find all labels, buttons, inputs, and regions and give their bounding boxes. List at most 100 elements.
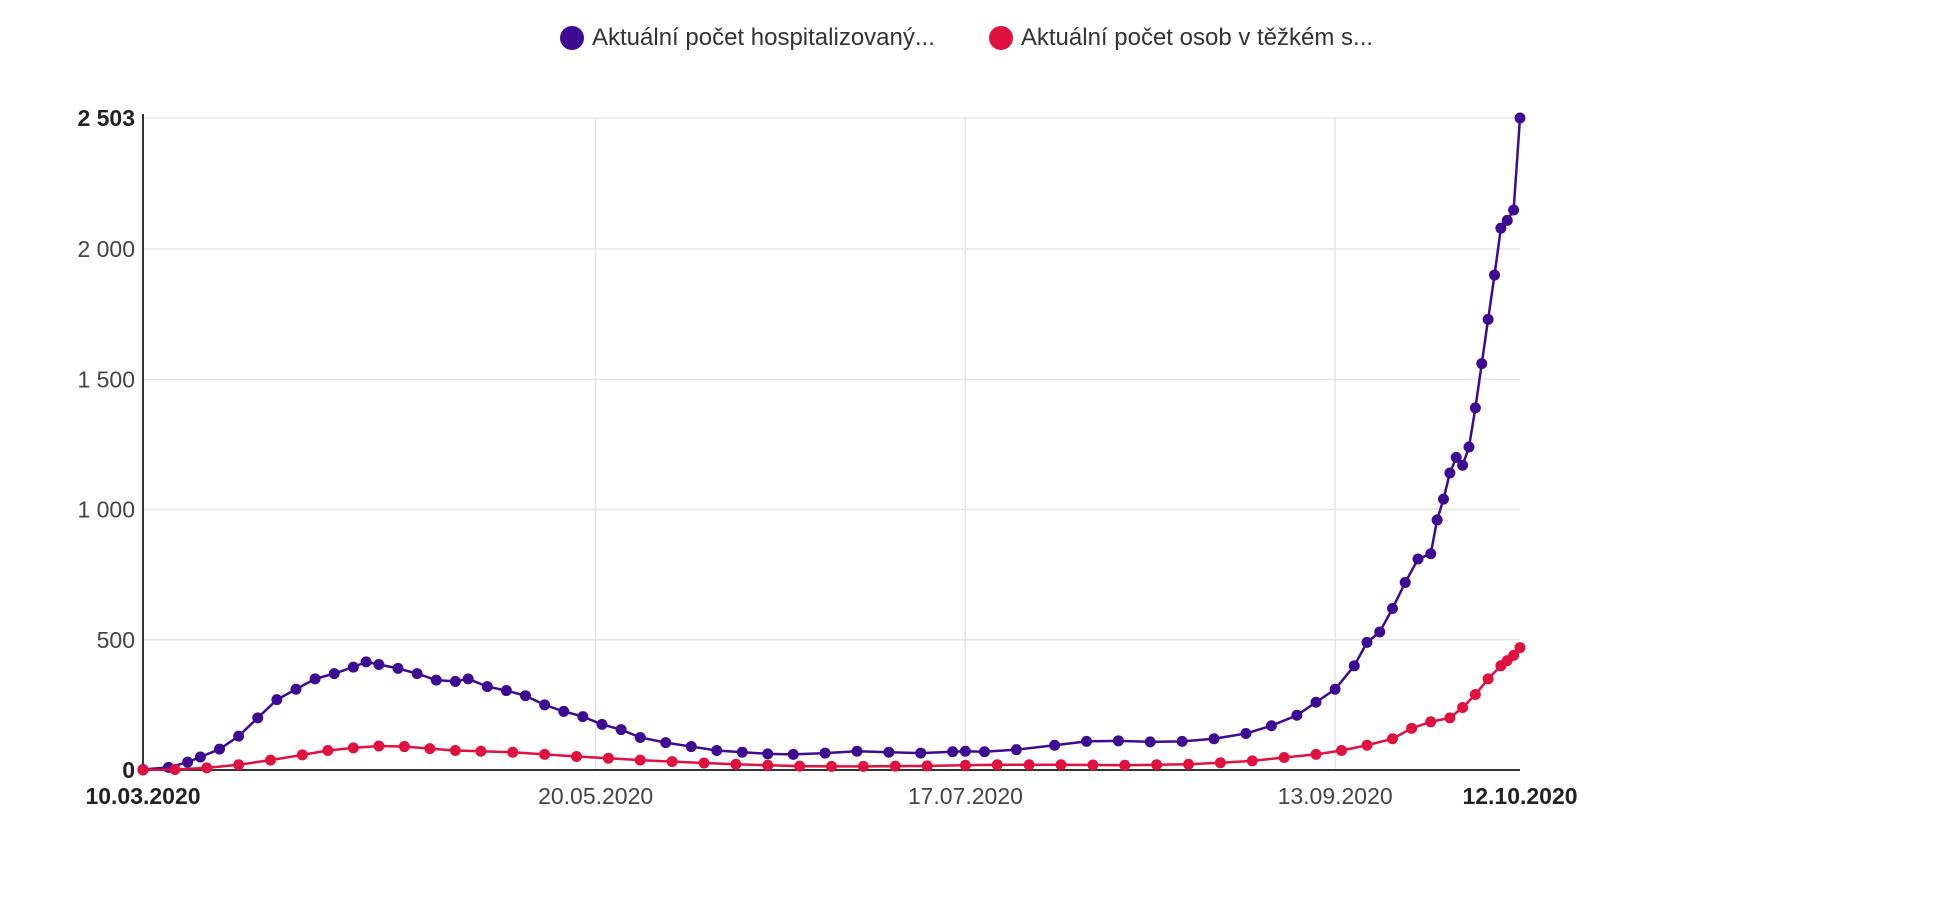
data-point[interactable] [1361,739,1373,751]
data-point[interactable] [194,751,206,763]
data-point[interactable] [137,764,149,776]
data-point[interactable] [1489,269,1500,281]
data-point[interactable] [1087,759,1099,771]
data-point[interactable] [577,711,589,723]
data-point[interactable] [730,758,742,770]
data-point[interactable] [1081,735,1092,747]
data-point[interactable] [373,740,385,752]
data-point[interactable] [826,760,837,772]
data-point[interactable] [1387,602,1398,614]
data-point[interactable] [233,730,245,742]
data-point[interactable] [1055,759,1067,771]
data-point[interactable] [915,747,927,759]
data-point[interactable] [857,760,869,772]
data-point[interactable] [475,745,487,757]
data-point[interactable] [1208,733,1220,745]
data-point[interactable] [1469,688,1481,700]
data-point[interactable] [169,763,181,775]
data-point[interactable] [921,760,933,772]
data-point[interactable] [615,724,627,736]
data-point[interactable] [979,746,990,758]
data-point[interactable] [1265,720,1277,732]
data-point[interactable] [309,673,321,685]
data-point[interactable] [947,746,959,758]
data-point[interactable] [233,759,245,771]
data-point[interactable] [1514,642,1526,654]
data-point[interactable] [182,756,194,768]
data-point[interactable] [1482,313,1494,325]
data-point[interactable] [539,699,551,711]
data-point[interactable] [539,748,551,760]
data-point[interactable] [1508,649,1520,661]
data-point[interactable] [201,762,213,774]
data-point[interactable] [634,754,646,766]
data-point[interactable] [1425,548,1437,560]
data-point[interactable] [392,662,404,674]
data-point[interactable] [851,745,863,757]
data-point[interactable] [411,668,423,680]
data-point[interactable] [1412,553,1424,565]
data-point[interactable] [1246,755,1258,767]
data-point[interactable] [1387,733,1398,745]
data-point[interactable] [322,744,334,756]
data-point[interactable] [1501,214,1513,226]
data-point[interactable] [360,656,372,668]
data-point[interactable] [347,661,359,673]
data-point[interactable] [347,742,359,754]
data-point[interactable] [449,675,461,687]
data-point[interactable] [424,743,436,755]
data-point[interactable] [507,746,519,758]
data-point[interactable] [736,746,748,758]
data-point[interactable] [430,674,442,686]
data-point[interactable] [602,752,614,764]
data-point[interactable] [711,744,723,756]
data-point[interactable] [959,759,971,771]
data-point[interactable] [889,760,901,772]
data-point[interactable] [1482,673,1494,685]
data-point[interactable] [1119,759,1131,771]
data-point[interactable] [328,668,340,680]
data-point[interactable] [1329,683,1341,695]
data-point[interactable] [1010,744,1022,756]
data-point[interactable] [1508,204,1520,216]
data-point[interactable] [398,741,410,753]
data-point[interactable] [660,737,672,749]
data-point[interactable] [252,712,264,724]
data-point[interactable] [1310,696,1322,708]
data-point[interactable] [685,741,697,753]
data-point[interactable] [1374,626,1386,638]
data-point[interactable] [666,756,678,768]
data-point[interactable] [1336,744,1347,756]
data-point[interactable] [520,690,531,702]
data-point[interactable] [819,747,831,759]
data-point[interactable] [1310,748,1322,760]
data-point[interactable] [1444,712,1456,724]
data-point[interactable] [1240,728,1252,740]
data-point[interactable] [290,683,302,695]
data-point[interactable] [1431,514,1443,526]
data-point[interactable] [271,694,283,706]
data-point[interactable] [500,685,512,697]
data-point[interactable] [596,718,608,730]
data-point[interactable] [1476,358,1488,370]
data-point[interactable] [1514,112,1526,124]
data-point[interactable] [1183,758,1194,770]
data-point[interactable] [762,748,774,760]
data-point[interactable] [762,759,774,771]
legend-item-severe[interactable]: Aktuální počet osob v těžkém s... [988,24,1373,52]
data-point[interactable] [1023,759,1035,771]
data-point[interactable] [1151,759,1163,771]
data-point[interactable] [1425,716,1437,728]
data-point[interactable] [1406,722,1418,734]
data-point[interactable] [449,744,461,756]
data-point[interactable] [1214,757,1226,769]
data-point[interactable] [883,746,895,758]
data-point[interactable] [991,759,1003,771]
data-point[interactable] [1495,222,1507,234]
data-point[interactable] [296,749,308,761]
data-point[interactable] [634,731,646,743]
data-point[interactable] [1176,735,1188,747]
data-point[interactable] [794,760,806,772]
data-point[interactable] [373,659,385,671]
data-point[interactable] [959,745,971,757]
